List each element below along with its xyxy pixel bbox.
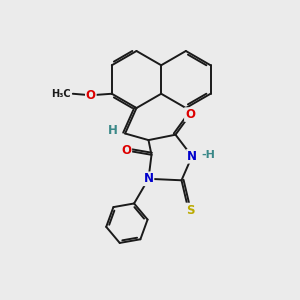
Text: O: O bbox=[121, 144, 131, 157]
Text: O: O bbox=[185, 108, 195, 121]
Text: -H: -H bbox=[201, 150, 215, 160]
Text: H₃C: H₃C bbox=[51, 89, 71, 99]
Text: O: O bbox=[86, 89, 96, 102]
Text: H: H bbox=[108, 124, 118, 137]
Text: S: S bbox=[186, 203, 194, 217]
Text: N: N bbox=[187, 150, 197, 163]
Text: N: N bbox=[143, 172, 154, 185]
